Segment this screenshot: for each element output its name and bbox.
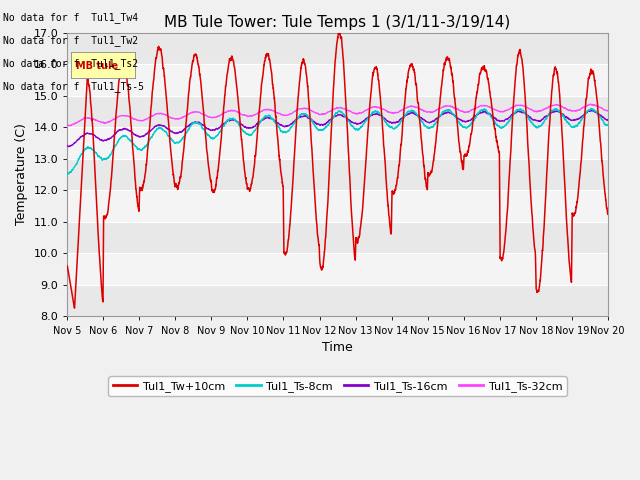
- Title: MB Tule Tower: Tule Temps 1 (3/1/11-3/19/14): MB Tule Tower: Tule Temps 1 (3/1/11-3/19…: [164, 15, 511, 30]
- Bar: [67, 285, 608, 316]
- Bar: [67, 190, 608, 222]
- Text: No data for f  Tul1_Tw4: No data for f Tul1_Tw4: [3, 12, 138, 23]
- Bar: [67, 222, 608, 253]
- Y-axis label: Temperature (C): Temperature (C): [15, 123, 28, 226]
- Bar: [67, 33, 608, 64]
- Bar: [67, 64, 608, 96]
- Bar: [67, 159, 608, 190]
- Text: MB tule: MB tule: [76, 61, 118, 71]
- Text: No data for f  Tul1_Ts2: No data for f Tul1_Ts2: [3, 58, 138, 69]
- Text: No data for f  Tul1_Ts-5: No data for f Tul1_Ts-5: [3, 81, 144, 92]
- Text: No data for f  Tul1_Tw2: No data for f Tul1_Tw2: [3, 35, 138, 46]
- Bar: [67, 253, 608, 285]
- Bar: [67, 127, 608, 159]
- Legend: Tul1_Tw+10cm, Tul1_Ts-8cm, Tul1_Ts-16cm, Tul1_Ts-32cm: Tul1_Tw+10cm, Tul1_Ts-8cm, Tul1_Ts-16cm,…: [108, 376, 566, 396]
- X-axis label: Time: Time: [322, 341, 353, 354]
- Bar: [67, 96, 608, 127]
